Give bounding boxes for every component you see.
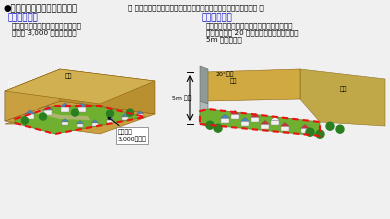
Polygon shape — [5, 69, 60, 121]
Bar — [62, 122, 68, 125]
Polygon shape — [301, 124, 309, 128]
Polygon shape — [92, 120, 99, 122]
Circle shape — [106, 110, 113, 117]
Text: 盛土: 盛土 — [65, 73, 73, 79]
Polygon shape — [43, 106, 53, 110]
Polygon shape — [200, 109, 320, 136]
Polygon shape — [60, 103, 70, 107]
Bar — [252, 117, 259, 122]
Polygon shape — [60, 69, 155, 114]
Bar — [26, 114, 34, 119]
Text: 地山: 地山 — [8, 81, 16, 87]
Bar — [78, 107, 86, 112]
Circle shape — [39, 113, 46, 120]
Text: 【腹付け型】: 【腹付け型】 — [202, 13, 233, 22]
Polygon shape — [35, 109, 90, 120]
Circle shape — [326, 122, 334, 130]
Text: 谷を埋め立てた造成宅地で、盛土の: 谷を埋め立てた造成宅地で、盛土の — [12, 22, 82, 29]
Circle shape — [336, 125, 344, 133]
Text: 5m 以上のもの: 5m 以上のもの — [206, 36, 242, 43]
Polygon shape — [106, 117, 113, 120]
Circle shape — [21, 117, 28, 124]
Polygon shape — [261, 120, 269, 124]
Circle shape — [316, 130, 324, 138]
Bar — [222, 118, 229, 123]
Polygon shape — [251, 113, 259, 117]
Text: 地盤の傾斜が 20 度以上、かつ盛土の高さが: 地盤の傾斜が 20 度以上、かつ盛土の高さが — [206, 29, 298, 36]
Polygon shape — [200, 66, 208, 104]
Polygon shape — [271, 116, 279, 120]
Bar — [271, 120, 278, 125]
Bar — [92, 122, 98, 126]
Polygon shape — [5, 69, 155, 104]
Polygon shape — [5, 104, 155, 124]
Bar — [107, 120, 113, 123]
Polygon shape — [200, 101, 208, 127]
Polygon shape — [25, 110, 35, 114]
Polygon shape — [76, 121, 83, 124]
Polygon shape — [300, 69, 385, 126]
Polygon shape — [15, 106, 145, 134]
Circle shape — [206, 121, 214, 129]
Bar — [241, 121, 248, 126]
Polygon shape — [230, 110, 239, 114]
Polygon shape — [62, 119, 69, 122]
Polygon shape — [280, 122, 289, 126]
Bar — [301, 128, 308, 133]
Text: 盛土: 盛土 — [230, 78, 238, 84]
Bar — [282, 126, 289, 131]
Bar — [61, 107, 69, 112]
Text: ●「大規模盛土造成地」とは？: ●「大規模盛土造成地」とは？ — [4, 4, 78, 13]
Circle shape — [71, 109, 78, 116]
Text: 傾斜地に盛土した造成宅地で、盛土する前の: 傾斜地に盛土した造成宅地で、盛土する前の — [206, 22, 294, 29]
Bar — [261, 124, 269, 129]
Circle shape — [214, 124, 222, 132]
Text: 面積が 3,000 ㎡以上のもの: 面積が 3,000 ㎡以上のもの — [12, 29, 76, 36]
Bar — [231, 114, 239, 119]
Text: 【谷埋め型】: 【谷埋め型】 — [8, 13, 39, 22]
Bar — [122, 117, 128, 120]
Polygon shape — [136, 111, 144, 113]
Text: ～ 大規模盛土造成地には「谷埋め型」と「腹付け型」があります ～: ～ 大規模盛土造成地には「谷埋め型」と「腹付け型」があります ～ — [128, 4, 264, 11]
Polygon shape — [241, 117, 249, 121]
Polygon shape — [221, 114, 229, 118]
Polygon shape — [77, 103, 87, 107]
Text: 5m 以上: 5m 以上 — [172, 95, 191, 101]
Polygon shape — [205, 69, 300, 101]
Bar — [77, 124, 83, 127]
Circle shape — [126, 109, 133, 116]
Polygon shape — [5, 69, 60, 121]
Text: 20°以上: 20°以上 — [215, 71, 234, 77]
Text: 地山: 地山 — [340, 86, 347, 92]
Bar — [44, 110, 52, 115]
Circle shape — [306, 128, 314, 136]
Text: 盛土面積
3,000㎡以上: 盛土面積 3,000㎡以上 — [108, 117, 147, 142]
Polygon shape — [5, 101, 155, 134]
Polygon shape — [122, 114, 128, 117]
Bar — [137, 113, 143, 117]
